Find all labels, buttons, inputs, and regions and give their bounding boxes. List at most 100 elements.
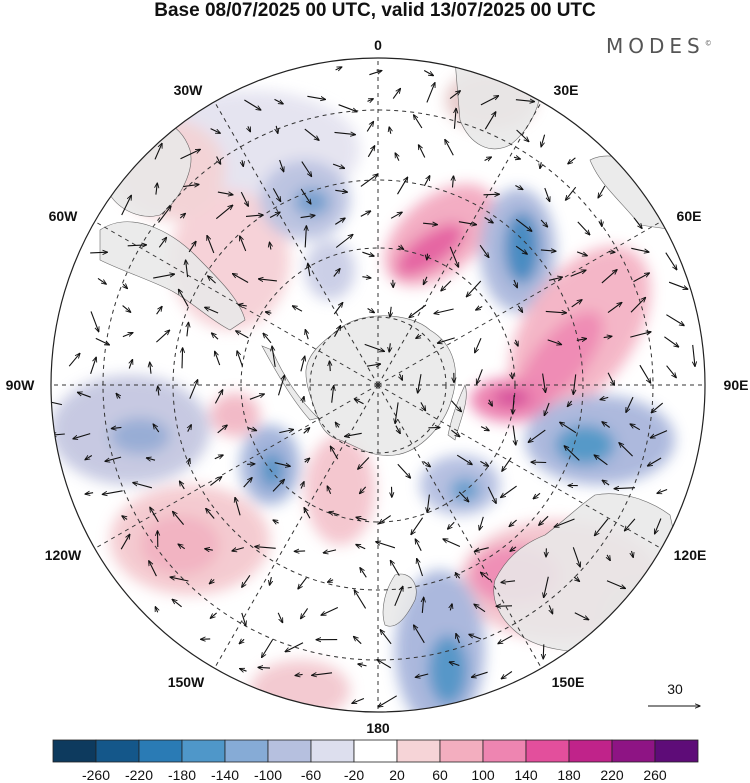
wind-vector <box>614 488 636 489</box>
colorbar-tick-label: -220 <box>125 767 153 783</box>
wind-vector <box>352 697 365 704</box>
wind-vector <box>455 573 459 579</box>
wind-vector <box>123 284 127 288</box>
wind-vector <box>270 242 271 250</box>
wind-vector <box>321 607 339 616</box>
wind-vector <box>240 191 248 206</box>
wind-vector <box>415 673 429 677</box>
wind-vector <box>356 517 367 520</box>
wind-vector <box>272 346 276 367</box>
wind-vector <box>367 309 375 313</box>
antarctica <box>305 315 456 456</box>
wind-vector <box>277 612 282 623</box>
wind-vector <box>664 336 678 347</box>
wind-vector <box>97 277 106 284</box>
wind-vector <box>602 480 610 486</box>
wind-vector <box>533 492 541 499</box>
wind-vector <box>262 639 274 658</box>
wind-vector <box>358 457 370 470</box>
wind-vector <box>544 576 549 598</box>
wind-vector <box>458 491 469 502</box>
colorbar-swatch <box>138 739 183 763</box>
wind-vector <box>377 660 392 669</box>
wind-vector <box>263 333 272 344</box>
wind-vector <box>153 424 160 433</box>
wind-vector <box>420 402 426 410</box>
wind-vector <box>484 112 496 130</box>
wind-vector <box>480 96 499 106</box>
wind-vector <box>217 156 221 165</box>
wind-vector <box>422 597 423 613</box>
wind-vector <box>330 446 339 460</box>
wind-vector <box>389 127 391 134</box>
wind-vector <box>156 306 162 315</box>
wind-vector <box>334 132 356 134</box>
wind-vector <box>180 481 185 490</box>
wind-vector <box>487 486 496 504</box>
wind-vector <box>285 642 304 652</box>
wind-vector <box>471 671 488 677</box>
wind-vector <box>188 425 192 432</box>
wind-vector <box>209 580 214 584</box>
wind-vector <box>423 223 437 224</box>
wind-vector <box>179 213 185 218</box>
wind-vector <box>390 560 400 576</box>
wind-vector <box>572 547 580 567</box>
meridian <box>94 221 379 386</box>
wind-vector <box>274 98 284 104</box>
wind-vector <box>105 456 122 461</box>
wind-vector <box>414 115 423 129</box>
wind-vector <box>601 219 602 227</box>
colorbar-swatch <box>439 739 484 763</box>
anomaly-blob <box>504 212 540 284</box>
wind-vector <box>650 430 668 438</box>
wind-vector <box>577 221 590 235</box>
wind-vector <box>516 129 529 142</box>
wind-vector <box>333 303 342 315</box>
wind-vector <box>329 512 340 515</box>
wind-vector <box>427 494 429 513</box>
wind-vector <box>258 667 271 668</box>
colorbar-tick-label: 140 <box>514 767 538 783</box>
wind-vector <box>212 333 219 340</box>
wind-vector <box>90 311 99 331</box>
wind-vector <box>513 395 515 414</box>
wind-vector <box>631 247 649 252</box>
wind-vector <box>665 252 677 270</box>
wind-vector <box>448 521 455 529</box>
wind-vector <box>239 639 244 643</box>
longitude-labels: 0 30E 60E 90E 120E 150E 180 150W 120W 90… <box>6 37 749 736</box>
wind-vector <box>545 311 567 313</box>
wind-vector <box>303 428 310 434</box>
wind-vector <box>630 297 646 313</box>
wind-vector <box>360 211 371 217</box>
wind-vector <box>272 479 284 492</box>
wind-vector <box>245 215 263 217</box>
wind-vector <box>360 174 378 187</box>
colorbar-swatch <box>224 739 269 763</box>
wind-vector <box>188 459 190 465</box>
wind-vector <box>451 429 459 437</box>
wind-vector <box>73 433 91 439</box>
wind-vector <box>395 153 399 161</box>
wind-vector <box>233 274 249 283</box>
meridian <box>94 384 379 549</box>
wind-vector <box>334 326 341 337</box>
wind-vector <box>205 307 219 314</box>
wind-vector <box>206 509 215 519</box>
colorbar-tick-label: 20 <box>389 767 405 783</box>
wind-vector <box>367 146 374 158</box>
wind-vector <box>354 636 362 645</box>
lon-label-180: 180 <box>366 720 390 736</box>
wind-vector <box>608 252 615 253</box>
wind-vector <box>630 424 641 431</box>
wind-vector <box>666 314 684 326</box>
anomaly-blob <box>294 188 330 216</box>
wind-vector <box>236 331 249 339</box>
wind-vector <box>655 518 662 534</box>
lon-label-90w: 90W <box>6 377 36 393</box>
wind-vector <box>120 534 130 550</box>
wind-vector <box>479 244 489 257</box>
wind-vector <box>427 253 428 260</box>
wind-vector <box>77 392 91 398</box>
